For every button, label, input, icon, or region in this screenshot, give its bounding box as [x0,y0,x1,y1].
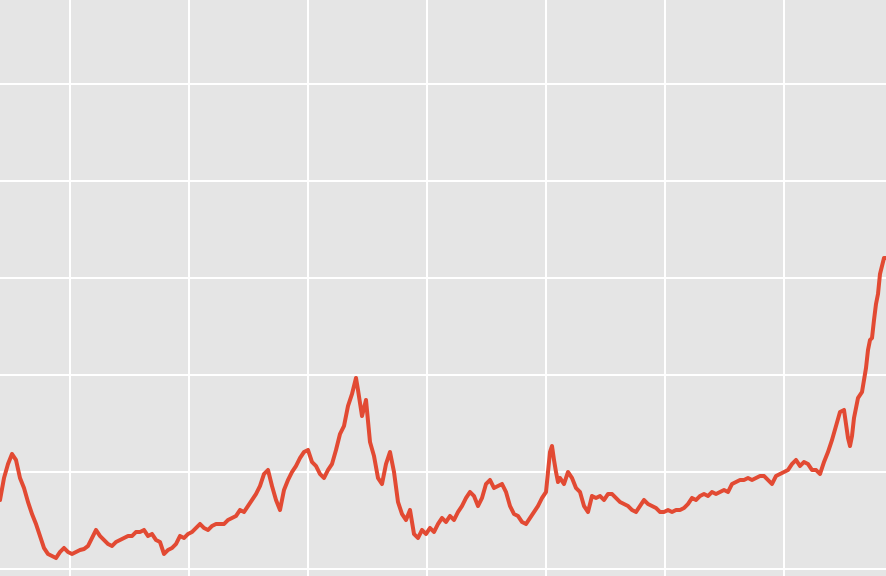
series-layer [0,256,886,560]
series-line [0,256,886,560]
